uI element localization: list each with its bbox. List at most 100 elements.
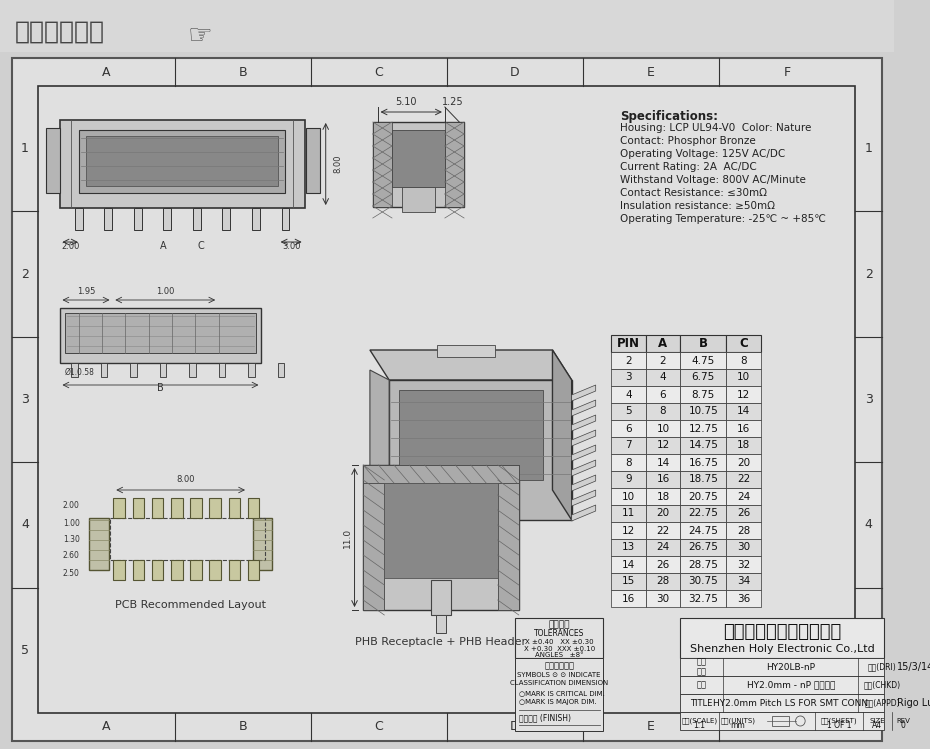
Bar <box>164 208 171 230</box>
Text: 1 OF 1: 1 OF 1 <box>827 721 851 730</box>
Polygon shape <box>572 430 596 446</box>
Text: 12: 12 <box>657 440 670 450</box>
Text: Shenzhen Holy Electronic Co.,Ltd: Shenzhen Holy Electronic Co.,Ltd <box>690 644 874 654</box>
Text: C: C <box>375 721 383 733</box>
Bar <box>498 465 519 610</box>
Bar <box>645 420 680 437</box>
Bar <box>611 590 645 607</box>
Text: 2.00: 2.00 <box>63 502 80 511</box>
Text: 3: 3 <box>21 393 29 406</box>
Bar <box>248 498 259 518</box>
Text: 10.75: 10.75 <box>688 407 718 416</box>
Text: 12.75: 12.75 <box>688 423 718 434</box>
Bar <box>772 716 789 726</box>
Polygon shape <box>389 380 572 520</box>
Text: 12: 12 <box>737 389 751 399</box>
Bar <box>364 465 384 610</box>
Bar <box>248 363 255 377</box>
Text: 数量(SHEET): 数量(SHEET) <box>820 718 857 724</box>
Bar <box>645 522 680 539</box>
Text: Contact: Phosphor Bronze: Contact: Phosphor Bronze <box>619 136 755 146</box>
Bar <box>611 420 645 437</box>
Bar <box>399 390 543 480</box>
Bar <box>680 658 884 676</box>
Text: ○MARK IS CRITICAL DIM.: ○MARK IS CRITICAL DIM. <box>519 690 604 696</box>
Text: X +0.30  XXX ±0.10: X +0.30 XXX ±0.10 <box>524 646 595 652</box>
Text: 5: 5 <box>865 644 872 657</box>
Bar <box>113 498 125 518</box>
Bar <box>113 560 125 580</box>
Text: 8: 8 <box>740 356 747 366</box>
Bar <box>645 335 680 352</box>
Text: 24: 24 <box>657 542 670 553</box>
Text: 18.75: 18.75 <box>688 475 718 485</box>
Polygon shape <box>572 490 596 506</box>
Text: Specifications:: Specifications: <box>619 110 718 123</box>
Bar <box>191 498 202 518</box>
Bar <box>229 498 240 518</box>
Text: 32: 32 <box>737 560 751 569</box>
Bar <box>133 560 144 580</box>
Text: C: C <box>198 241 205 251</box>
Bar <box>71 363 78 377</box>
Text: HY2.0mm - nP 立贴带扣: HY2.0mm - nP 立贴带扣 <box>747 681 835 690</box>
Text: C: C <box>739 337 748 350</box>
Bar <box>680 420 726 437</box>
Bar <box>611 573 645 590</box>
Text: 2.50: 2.50 <box>63 569 80 578</box>
Bar <box>645 454 680 471</box>
Polygon shape <box>572 415 596 431</box>
Text: 8: 8 <box>659 407 666 416</box>
Bar <box>86 136 278 186</box>
Bar <box>680 488 726 505</box>
Bar <box>209 560 221 580</box>
Bar <box>515 658 604 731</box>
Bar <box>515 618 604 658</box>
Bar <box>726 488 761 505</box>
Text: 6: 6 <box>659 389 666 399</box>
Bar <box>645 403 680 420</box>
Bar <box>222 208 231 230</box>
Bar <box>680 437 726 454</box>
Text: 24: 24 <box>737 491 751 502</box>
Bar <box>253 518 272 570</box>
Bar <box>611 505 645 522</box>
Text: 9: 9 <box>625 475 631 485</box>
Text: E: E <box>647 721 655 733</box>
Bar <box>680 335 726 352</box>
Text: 28.75: 28.75 <box>688 560 718 569</box>
Text: Operating Temperature: -25℃ ~ +85℃: Operating Temperature: -25℃ ~ +85℃ <box>619 214 826 224</box>
Polygon shape <box>572 505 596 521</box>
Text: 14: 14 <box>622 560 635 569</box>
Text: 2: 2 <box>625 356 631 366</box>
Bar <box>726 403 761 420</box>
Bar <box>611 403 645 420</box>
Text: 工厂
图号: 工厂 图号 <box>697 658 707 676</box>
Text: 品名: 品名 <box>697 681 707 690</box>
Text: 审核(CHKD): 审核(CHKD) <box>863 681 900 690</box>
Polygon shape <box>370 370 389 510</box>
Text: 22: 22 <box>657 526 670 536</box>
Text: C: C <box>375 65 383 79</box>
Text: 2.60: 2.60 <box>63 551 80 560</box>
Bar <box>130 363 137 377</box>
Bar <box>726 522 761 539</box>
Bar <box>645 386 680 403</box>
Bar <box>436 615 445 633</box>
Text: TOLERANCES: TOLERANCES <box>534 629 584 638</box>
Text: A: A <box>102 65 111 79</box>
Bar <box>445 122 464 207</box>
Bar <box>726 471 761 488</box>
Bar <box>364 465 519 483</box>
Text: PIN: PIN <box>617 337 640 350</box>
Bar <box>611 352 645 369</box>
Bar <box>611 437 645 454</box>
Text: 14.75: 14.75 <box>688 440 718 450</box>
Bar <box>726 369 761 386</box>
Bar <box>133 498 144 518</box>
Bar <box>278 363 285 377</box>
Text: 比例(SCALE): 比例(SCALE) <box>682 718 718 724</box>
Bar <box>726 352 761 369</box>
Bar <box>726 556 761 573</box>
Bar <box>680 590 726 607</box>
